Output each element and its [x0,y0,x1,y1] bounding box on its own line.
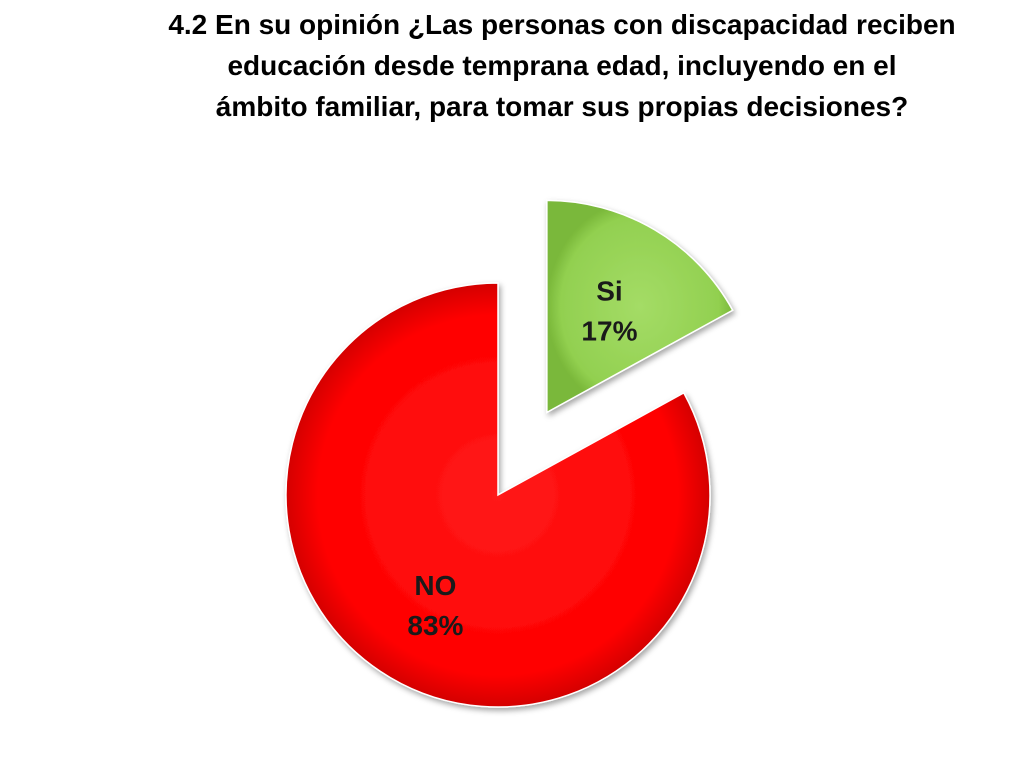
chart-title-line-1: 4.2 En su opinión ¿Las personas con disc… [168,9,956,40]
pie-labels: Si 17% NO 83% [407,276,637,641]
pie-slice-no [285,282,711,708]
chart-title-line-2: educación desde temprana edad, incluyend… [227,50,897,81]
slice-label-name-si: Si [596,276,622,307]
pie-slice-si [546,199,734,414]
slice-label-value-si: 17% [581,316,637,347]
chart-title-line-3: ámbito familiar, para tomar sus propias … [215,91,909,122]
slice-label-name-no: NO [414,570,456,601]
slice-label-value-no: 83% [407,610,463,641]
chart-title: 4.2 En su opinión ¿Las personas con disc… [112,4,1012,127]
pie-slices [285,199,734,708]
